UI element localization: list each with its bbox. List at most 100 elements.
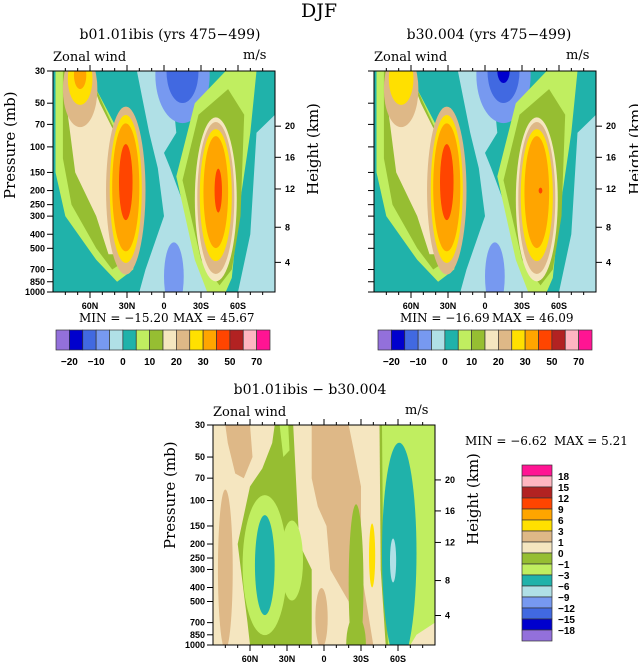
y-tick-label: 1000 xyxy=(185,640,205,650)
colorbar-3-swatch xyxy=(521,530,553,543)
colorbar-3-swatch xyxy=(521,519,553,532)
colorbar-3-label: 12 xyxy=(558,494,570,505)
main-title: DJF xyxy=(300,0,338,22)
panel-2-units-label: m/s xyxy=(566,48,590,63)
colorbar-1-swatch xyxy=(109,329,124,351)
contour-fill xyxy=(225,425,253,479)
panel-3-variable-label: Zonal wind xyxy=(213,405,287,420)
x-tick-label: 60N xyxy=(82,301,99,311)
colorbar-1-swatch xyxy=(82,329,97,351)
colorbar-3-label: −15 xyxy=(558,615,575,626)
colorbar-3-label: 15 xyxy=(558,483,570,494)
x-tick-label: 60S xyxy=(551,301,567,311)
colorbar-2-swatch xyxy=(524,329,539,351)
panel-3-units-label: m/s xyxy=(405,403,429,418)
y-right-tick-label: 16 xyxy=(606,152,616,162)
contour-fill xyxy=(369,523,376,588)
panel-2-variable-label: Zonal wind xyxy=(374,50,448,65)
y-right-tick-label: 4 xyxy=(285,257,290,267)
y-right-tick-label: 8 xyxy=(445,576,450,586)
contour-fill xyxy=(389,538,397,583)
colorbar-3-label: 0 xyxy=(558,549,564,560)
colorbar-3-label: −18 xyxy=(558,626,575,637)
colorbar-1-swatch xyxy=(242,329,257,351)
contour-fill xyxy=(388,71,414,105)
colorbar-2-label: 50 xyxy=(546,357,558,368)
x-tick-label: 30S xyxy=(353,654,369,664)
colorbar-2-swatch xyxy=(551,329,566,351)
y-tick-label: 100 xyxy=(190,496,205,506)
contour-fill xyxy=(538,187,543,194)
contour-fill xyxy=(238,114,275,292)
x-tick-label: 30S xyxy=(193,301,209,311)
y-tick-label: 700 xyxy=(30,265,45,275)
colorbar-1-label: 50 xyxy=(224,357,236,368)
contour-fill xyxy=(559,114,596,292)
y-right-tick-label: 4 xyxy=(606,257,611,267)
y-tick-label: 500 xyxy=(30,243,45,253)
contour-fill xyxy=(485,242,505,292)
colorbar-2-swatch xyxy=(498,329,513,351)
colorbar-2-swatch xyxy=(511,329,526,351)
contour-fill xyxy=(279,425,290,457)
y-tick-label: 850 xyxy=(30,277,45,287)
colorbar-3-label: −6 xyxy=(558,582,570,593)
colorbar-2-swatch xyxy=(444,329,459,351)
panel-3-title: b01.01ibis − b30.004 xyxy=(233,382,387,398)
colorbar-2-swatch xyxy=(391,329,406,351)
contour-fill xyxy=(410,622,435,645)
contour-fill xyxy=(214,168,222,213)
y-tick-label: 500 xyxy=(190,597,205,607)
colorbar-3-swatch xyxy=(521,618,553,631)
colorbar-3-label: 9 xyxy=(558,505,564,516)
y-right-tick-label: 12 xyxy=(285,184,295,194)
y-tick-label: 30 xyxy=(195,420,205,430)
colorbar-3-swatch xyxy=(521,541,553,554)
colorbar-3-label: −3 xyxy=(558,571,570,582)
colorbar-2-swatch xyxy=(404,329,419,351)
colorbar-2-label: 10 xyxy=(466,357,478,368)
panel-1-units-label: m/s xyxy=(243,48,267,63)
contour-fill xyxy=(166,71,199,103)
panel-2-max: MAX = 46.09 xyxy=(492,311,574,325)
y-tick-label: 70 xyxy=(195,473,205,483)
colorbar-2-swatch xyxy=(564,329,579,351)
x-tick-label: 0 xyxy=(161,301,166,311)
colorbar-2-label: −10 xyxy=(410,357,427,368)
colorbar-2-swatch xyxy=(377,329,392,351)
y-tick-label: 70 xyxy=(35,119,45,129)
contour-fill xyxy=(346,615,366,645)
contour-fill xyxy=(217,489,233,645)
y-tick-label: 300 xyxy=(190,564,205,574)
colorbar-1-swatch xyxy=(135,329,150,351)
contour-fill xyxy=(73,71,87,90)
panel-2-min: MIN = −16.69 xyxy=(400,311,490,325)
colorbar-3-label: −1 xyxy=(558,560,570,571)
y-right-tick-label: 8 xyxy=(285,222,290,232)
colorbar-1-swatch xyxy=(229,329,244,351)
colorbar-1-swatch xyxy=(55,329,70,351)
colorbar-3-swatch xyxy=(521,596,553,609)
colorbar-1-swatch xyxy=(122,329,137,351)
colorbars-layer: −20 −10 0 10 20 30 50 70 −20 −10 0 10 20 30 50 70181512… xyxy=(55,329,593,642)
colorbar-1-label: −10 xyxy=(88,357,105,368)
contour-fill xyxy=(315,587,328,645)
colorbar-3-label: −9 xyxy=(558,593,570,604)
contour-fill xyxy=(348,504,364,645)
contour-fill xyxy=(280,520,304,601)
colorbar-1-label: 70 xyxy=(251,357,263,368)
y-tick-label: 700 xyxy=(190,618,205,628)
y-tick-label: 50 xyxy=(195,452,205,462)
colorbar-1-swatch xyxy=(149,329,164,351)
panel-2-title: b30.004 (yrs 475−499) xyxy=(406,27,572,43)
x-tick-label: 0 xyxy=(321,654,326,664)
colorbar-3-label: 6 xyxy=(558,516,564,527)
colorbar-1-label: 0 xyxy=(120,357,126,368)
y-right-tick-label: 20 xyxy=(285,121,295,131)
contour-fill xyxy=(487,71,520,103)
colorbar-1-swatch xyxy=(176,329,191,351)
y-tick-label: 300 xyxy=(30,211,45,221)
colorbar-1-swatch xyxy=(162,329,177,351)
y-right-tick-label: 16 xyxy=(445,506,455,516)
